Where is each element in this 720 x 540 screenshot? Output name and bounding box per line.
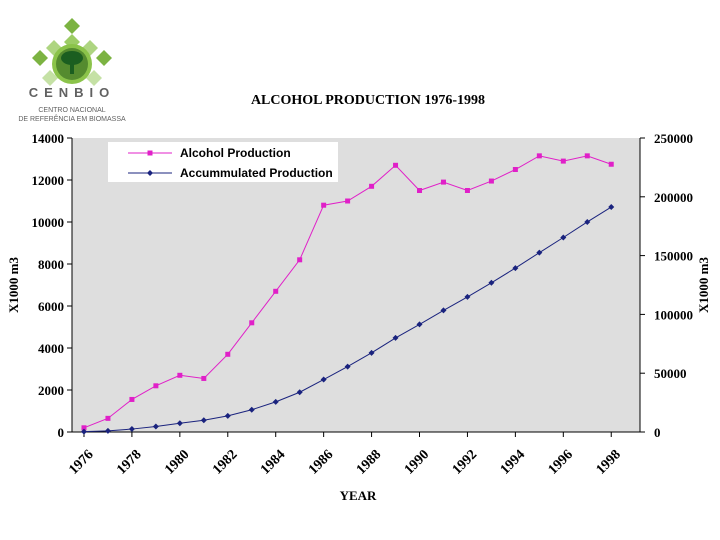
- accumulated-production-point: [248, 406, 255, 413]
- alcohol-production-point: [464, 188, 470, 193]
- alcohol-production-point: [249, 320, 255, 326]
- alcohol-production-point: [560, 158, 566, 164]
- y2-tick-label: 50000: [654, 366, 687, 381]
- x-tick-label: 1990: [402, 447, 432, 477]
- alcohol-production-point: [105, 415, 111, 421]
- y-tick-label: 8000: [38, 257, 64, 272]
- y-tick-label: 10000: [32, 215, 65, 230]
- y2-tick-label: 150000: [654, 249, 693, 264]
- brand-name: CENBIO: [29, 85, 116, 100]
- x-axis-label: YEAR: [340, 488, 377, 503]
- alcohol-production-point: [512, 167, 518, 172]
- alcohol-production-point: [81, 425, 87, 431]
- y-tick-label: 2000: [38, 383, 64, 398]
- accumulated-production-point: [584, 218, 591, 225]
- y-axis-label: X1000 m3: [6, 257, 21, 313]
- alcohol-production-point: [129, 396, 135, 402]
- chart-title: ALCOHOL PRODUCTION 1976-1998: [251, 93, 485, 108]
- accumulated-production-point: [488, 279, 495, 286]
- y2-axis-label: X1000 m3: [696, 257, 711, 313]
- accumulated-production-point: [320, 376, 327, 383]
- accumulated-production-point: [224, 412, 231, 419]
- accumulated-production-point: [344, 363, 351, 370]
- legend-label: Alcohol Production: [180, 146, 291, 160]
- cenbio-logo: CENBIO CENTRO NACIONAL DE REFERÊNCIA EM …: [18, 18, 126, 123]
- y-tick-label: 4000: [38, 341, 64, 356]
- accumulated-production-point: [368, 349, 375, 356]
- y2-tick-label: 250000: [654, 131, 693, 146]
- y-axis-ticks: 0 2000 4000 6000 8000 10000 12000 14000: [32, 131, 72, 440]
- y-tick-label: 14000: [32, 131, 65, 146]
- x-tick-label: 1988: [354, 447, 384, 477]
- x-tick-label: 1978: [114, 447, 144, 477]
- accumulated-production-point: [560, 234, 567, 241]
- accumulated-production-point: [440, 307, 447, 314]
- x-tick-label: 1994: [498, 447, 528, 477]
- x-tick-label: 1982: [210, 447, 240, 477]
- alcohol-production-point: [440, 179, 446, 185]
- alcohol-production-point: [584, 153, 590, 159]
- legend-box: [108, 142, 338, 182]
- legend: Alcohol Production Accummulated Productio…: [108, 142, 338, 182]
- x-tick-label: 1984: [258, 447, 288, 477]
- alcohol-production-point: [608, 161, 614, 167]
- legend-marker: [147, 170, 153, 176]
- accumulated-production-point: [296, 389, 303, 396]
- y2-tick-label: 0: [654, 425, 661, 440]
- x-tick-label: 1986: [306, 447, 336, 477]
- alcohol-production-point: [393, 162, 399, 168]
- brand-line-1: CENTRO NACIONAL: [38, 107, 105, 114]
- legend-label: Accummulated Production: [180, 166, 333, 180]
- accumulated-production-point: [512, 265, 519, 272]
- alcohol-production-point: [321, 202, 327, 208]
- y2-tick-label: 100000: [654, 307, 693, 322]
- alcohol-production-point: [345, 198, 351, 204]
- accumulated-production-point: [416, 321, 423, 328]
- y-tick-label: 12000: [32, 173, 65, 188]
- y-tick-label: 0: [58, 425, 65, 440]
- y2-axis-ticks: 0 50000 100000 150000 200000 250000: [640, 131, 693, 440]
- tree-diamond-logo-icon: [32, 18, 112, 86]
- accumulated-production-point: [128, 426, 135, 433]
- alcohol-production-point: [273, 288, 279, 294]
- y-tick-label: 6000: [38, 299, 64, 314]
- x-tick-label: 1992: [450, 447, 480, 477]
- brand-line-2: DE REFERÊNCIA EM BIOMASSA: [18, 114, 126, 123]
- x-tick-label: 1998: [594, 447, 624, 477]
- alcohol-production-point: [297, 257, 303, 263]
- alcohol-production-point: [153, 383, 159, 389]
- alcohol-production-point: [225, 351, 231, 357]
- x-tick-label: 1980: [162, 447, 192, 477]
- alcohol-production-point: [201, 375, 207, 381]
- plot-area: [72, 138, 640, 432]
- accumulated-production-point: [392, 334, 399, 341]
- alcohol-production-point: [177, 372, 183, 378]
- series-lines: [80, 153, 615, 435]
- accumulated-production-point: [104, 427, 111, 434]
- x-tick-label: 1976: [66, 447, 96, 477]
- accumulated-production-point: [152, 423, 159, 430]
- legend-marker: [147, 150, 153, 156]
- alcohol-production-point: [536, 153, 542, 159]
- accumulated-production-point: [608, 204, 615, 211]
- accumulated-production-point: [272, 398, 279, 405]
- accumulated-production-point: [80, 428, 87, 435]
- alcohol-production-point: [369, 183, 375, 189]
- x-axis-ticks: 1976 1978 1980 1982 1984 1986 1988 1990 1992 1994…: [66, 432, 624, 478]
- accumulated-production-point: [176, 420, 183, 427]
- alcohol-production-point: [417, 188, 423, 193]
- accumulated-production-point: [200, 417, 207, 424]
- y2-tick-label: 200000: [654, 190, 693, 205]
- alcohol-production-point: [488, 178, 494, 184]
- accumulated-production-point: [536, 249, 543, 256]
- accumulated-production-point: [464, 293, 471, 300]
- x-tick-label: 1996: [546, 447, 576, 477]
